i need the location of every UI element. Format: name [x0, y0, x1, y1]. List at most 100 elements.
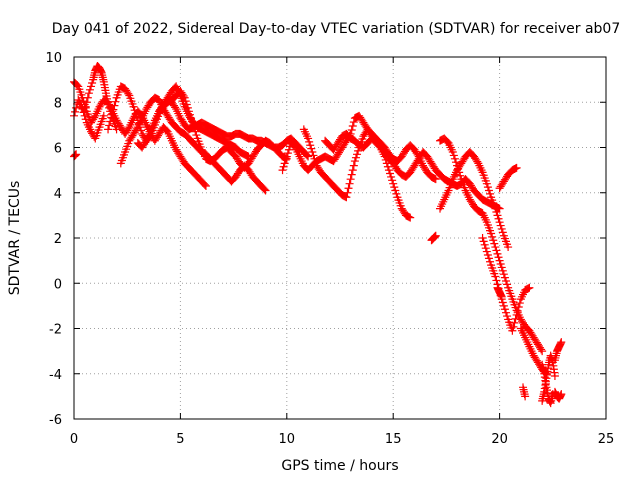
- data-point: [191, 127, 200, 136]
- data-point: [406, 213, 415, 222]
- series-trace-1: [70, 77, 210, 190]
- data-point: [496, 260, 505, 269]
- data-point: [495, 256, 504, 265]
- data-point: [71, 107, 80, 116]
- data-point: [503, 312, 512, 321]
- series-trace-16: [493, 283, 506, 301]
- x-tick-label: 25: [598, 432, 615, 447]
- data-point: [537, 345, 546, 354]
- data-point: [483, 250, 492, 259]
- data-point: [456, 171, 465, 180]
- y-tick-label: -4: [49, 368, 62, 383]
- data-point: [190, 124, 199, 133]
- data-point: [491, 272, 500, 281]
- data-point: [431, 231, 440, 240]
- data-point: [131, 109, 140, 118]
- y-tick-label: 10: [45, 51, 62, 66]
- data-point: [390, 183, 399, 192]
- data-point: [85, 85, 94, 94]
- data-point: [347, 170, 356, 179]
- data-point: [480, 240, 489, 249]
- data-point: [283, 149, 292, 158]
- data-point: [79, 108, 88, 117]
- data-point: [489, 236, 498, 245]
- series-trace-12: [427, 231, 440, 245]
- data-point: [182, 100, 191, 109]
- series-trace-17: [495, 163, 521, 193]
- data-point: [180, 93, 189, 102]
- data-point: [346, 175, 355, 184]
- data-point: [309, 151, 318, 160]
- data-point: [431, 175, 440, 184]
- data-point: [310, 154, 319, 163]
- data-point: [389, 179, 398, 188]
- data-point: [501, 308, 510, 317]
- data-point: [383, 162, 392, 171]
- data-point: [184, 107, 193, 116]
- data-point: [308, 148, 317, 157]
- data-point: [304, 134, 313, 143]
- y-tick-label: -2: [49, 323, 62, 338]
- data-point: [538, 347, 547, 356]
- data-point: [388, 176, 397, 185]
- y-tick-label: 6: [54, 142, 62, 157]
- data-point: [491, 204, 500, 213]
- data-point: [185, 110, 194, 119]
- data-point: [72, 103, 81, 112]
- data-point: [497, 292, 506, 301]
- series-trace-4: [70, 150, 81, 161]
- data-point: [557, 338, 566, 347]
- data-point: [88, 79, 97, 88]
- data-point: [391, 186, 400, 195]
- data-point: [550, 372, 559, 381]
- data-point: [200, 180, 209, 189]
- data-point: [307, 144, 316, 153]
- data-point: [384, 166, 393, 175]
- data-point: [106, 117, 115, 126]
- series-trace-22: [550, 338, 566, 365]
- data-point: [261, 186, 270, 195]
- data-point: [105, 103, 114, 112]
- y-tick-label: 8: [54, 96, 62, 111]
- x-tick-label: 15: [385, 432, 402, 447]
- data-point: [521, 392, 530, 401]
- data-point: [201, 181, 210, 190]
- data-point: [482, 247, 491, 256]
- data-point: [450, 154, 459, 163]
- data-point: [487, 229, 496, 238]
- data-point: [514, 303, 523, 312]
- data-point: [107, 113, 116, 122]
- data-point: [493, 211, 502, 220]
- data-point: [311, 158, 320, 167]
- y-tick-label: 0: [54, 277, 62, 292]
- data-point: [484, 254, 493, 263]
- data-point: [498, 228, 507, 237]
- data-point: [109, 105, 118, 114]
- x-tick-label: 5: [176, 432, 184, 447]
- data-point: [82, 98, 91, 107]
- data-point: [503, 280, 512, 289]
- data-point: [348, 166, 357, 175]
- data-point: [482, 179, 491, 188]
- data-point: [349, 161, 358, 170]
- data-point: [342, 193, 351, 202]
- data-point: [509, 322, 518, 331]
- data-point: [281, 155, 290, 164]
- x-tick-labels: 0 5 10 15 20 25: [70, 432, 614, 447]
- data-point: [348, 122, 357, 131]
- x-tick-label: 0: [70, 432, 78, 447]
- y-tick-label: 4: [54, 187, 62, 202]
- data-point: [345, 179, 354, 188]
- data-point: [525, 283, 534, 292]
- series-trace-13: [436, 134, 547, 356]
- data-point: [508, 326, 517, 335]
- data-point: [497, 224, 506, 233]
- data-point: [496, 221, 505, 230]
- data-point: [490, 239, 499, 248]
- data-point: [494, 214, 503, 223]
- data-point: [501, 276, 510, 285]
- x-tick-label: 10: [279, 432, 296, 447]
- data-point: [111, 97, 120, 106]
- data-point: [500, 305, 509, 314]
